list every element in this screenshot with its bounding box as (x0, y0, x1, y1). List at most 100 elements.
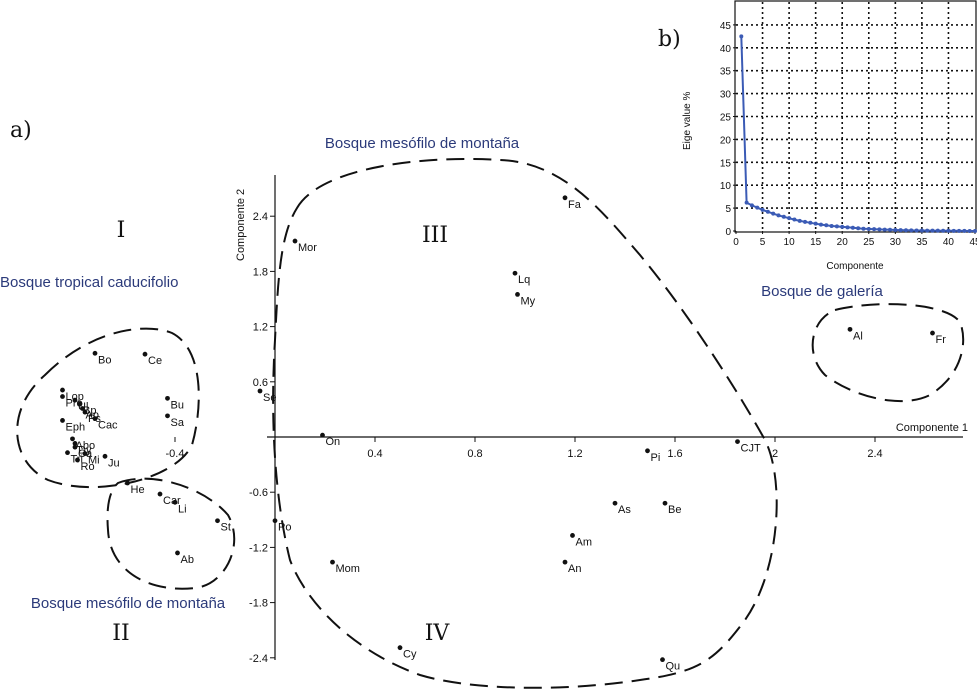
scree-point (914, 228, 919, 233)
scree-y-tick-label: 45 (720, 21, 732, 32)
point-label: Ce (148, 355, 162, 367)
point-label: Pro (66, 398, 83, 410)
data-point (645, 448, 650, 454)
scree-point (739, 34, 744, 39)
point-label: Sa (171, 417, 185, 429)
scree-x-tick-label: 45 (969, 237, 977, 248)
data-point (72, 397, 78, 403)
data-point (157, 491, 163, 497)
scree-point (781, 214, 786, 219)
scree-point (898, 228, 903, 233)
scree-point (803, 219, 808, 224)
scree-point (744, 200, 749, 205)
scree-y-tick-label: 40 (720, 44, 732, 55)
outline-galeria (811, 303, 965, 403)
point-label: Cac (98, 420, 118, 432)
x-tick-label: 2 (772, 448, 778, 460)
data-point (172, 499, 178, 505)
scree-x-tick-label: 35 (916, 237, 928, 248)
y-tick-label: 1.8 (253, 266, 268, 278)
point-label: Mor (298, 242, 317, 254)
scree-y-tick-label: 25 (720, 113, 732, 124)
x-tick-label: 0.4 (367, 448, 382, 460)
scree-point (861, 226, 866, 231)
scree-point (771, 211, 776, 216)
scree-x-tick-label: 40 (943, 237, 955, 248)
point-label: Eph (66, 421, 86, 433)
scree-point (967, 228, 972, 233)
scree-y-tick-label: 0 (725, 227, 731, 238)
point-label: Li (178, 503, 187, 515)
point-label: My (521, 295, 536, 307)
x-tick-label: -0.4 (166, 448, 185, 460)
pca-biplot: a) -0.4 0.4 0.8 1.2 1.6 2 2.4 2.4 1.8 1.2 0.6 -0.6… (0, 118, 968, 689)
point-label: Lop (66, 391, 84, 403)
point-label: Bo (98, 354, 111, 366)
scree-point (888, 227, 893, 232)
data-point (82, 451, 88, 456)
point-label: Ju (108, 457, 120, 469)
point-label: Lq (518, 274, 530, 286)
scree-plot: b) 0 5 10 15 20 25 30 35 40 45 0 5 10 15 20 25 30 35 40 45… (658, 0, 977, 272)
scree-x-tick-label: 30 (890, 237, 902, 248)
y-tick-label: -0.6 (249, 487, 268, 499)
y-tick-label: 2.4 (253, 211, 268, 223)
point-label: Al (853, 330, 863, 342)
scree-point (866, 226, 871, 231)
scree-point (808, 220, 813, 225)
point-label: Abo (76, 440, 96, 452)
data-point (125, 480, 130, 486)
data-point (215, 518, 220, 524)
point-label: Fr (936, 334, 947, 346)
y-tick-group: 2.4 1.8 1.2 0.6 -0.6 -1.2 -1.8 -2.4 (249, 211, 275, 665)
scree-x-tick-label: 25 (863, 237, 875, 248)
data-point (165, 395, 170, 401)
point-label: Fa (568, 199, 582, 211)
scree-x-tick-label: 20 (837, 237, 849, 248)
data-point (60, 387, 65, 393)
scree-point (776, 213, 781, 218)
x-tick-label: 1.2 (567, 448, 582, 460)
y-axis-title: Componente 2 (235, 189, 247, 261)
group-label-galeria: Bosque de galería (761, 283, 883, 300)
scree-point (850, 225, 855, 230)
data-point (320, 432, 325, 438)
data-point (75, 457, 80, 463)
data-point (142, 351, 148, 357)
data-point (70, 436, 75, 442)
scree-point (845, 225, 850, 230)
data-point (82, 409, 88, 415)
scree-point (829, 223, 834, 228)
y-tick-label: 1.2 (253, 322, 268, 334)
scree-point (877, 227, 882, 232)
region-label-IV: IV (425, 621, 451, 646)
data-point (60, 394, 65, 399)
outline-group-II (106, 477, 236, 590)
region-label-I: I (117, 218, 126, 243)
data-point (175, 550, 180, 556)
point-label: Po (278, 522, 291, 534)
group-outlines (16, 157, 965, 689)
scree-y-tick-label: 15 (720, 158, 732, 169)
scree-point (765, 209, 770, 214)
point-label: Mi (88, 455, 100, 467)
scree-point (925, 228, 930, 233)
data-point (397, 645, 403, 651)
scree-point (856, 226, 861, 231)
data-point (515, 292, 520, 297)
data-point (92, 416, 98, 421)
scree-point (882, 227, 887, 232)
y-tick-label: -2.4 (249, 653, 268, 665)
pca-axes (267, 175, 963, 660)
x-tick-label: 0.8 (467, 448, 482, 460)
point-label: An (568, 563, 581, 575)
point-label: He (131, 484, 145, 496)
data-point (562, 195, 568, 201)
scree-point (818, 222, 823, 227)
data-point (165, 413, 170, 419)
point-label: CJT (741, 443, 761, 455)
scree-point (941, 228, 946, 233)
scree-y-tick-label: 30 (720, 90, 732, 101)
scree-point (946, 228, 951, 233)
